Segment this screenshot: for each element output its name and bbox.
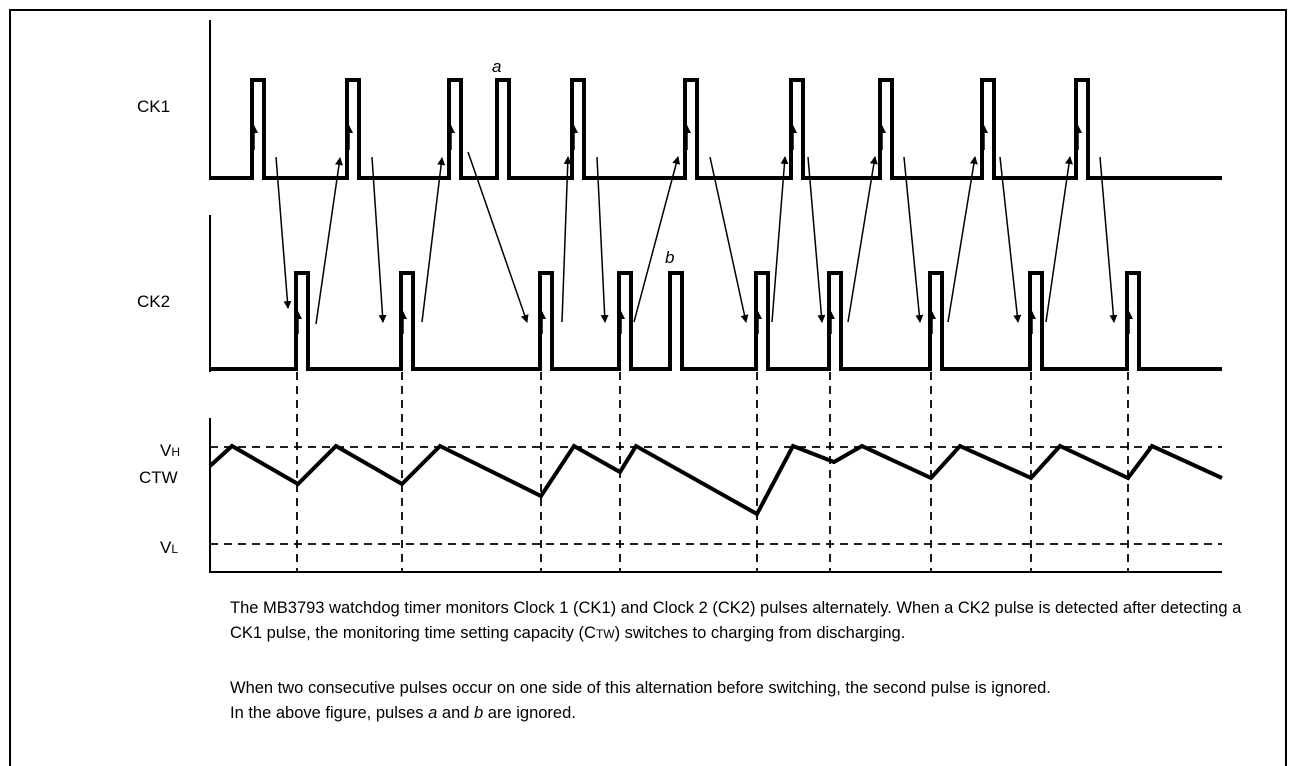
ctw-waveform [208, 443, 1223, 517]
edge-arrows [250, 125, 1133, 334]
vl-label: VL [160, 538, 179, 557]
ctw-axis [209, 418, 1222, 573]
ctw-label: CTW [139, 468, 178, 487]
figure-border [9, 9, 1287, 766]
sequence-arrows [275, 151, 1118, 325]
dashed-guides [296, 372, 1129, 572]
ck1-waveform [210, 78, 1222, 180]
vh-label: VH [160, 441, 181, 460]
pulse-a-label: a [492, 57, 501, 76]
ck1-waveform-inner [254, 82, 1086, 178]
caption-paragraph-1: The MB3793 watchdog timer monitors Clock… [230, 599, 1242, 642]
pulse-b-label: b [665, 248, 674, 267]
ck2-label: CK2 [137, 292, 171, 311]
ck2-waveform-inner [298, 275, 1137, 369]
ck2-waveform [210, 271, 1222, 371]
caption-paragraph-2: When two consecutive pulses occur on one… [230, 679, 1051, 722]
ck1-label: CK1 [137, 97, 171, 116]
